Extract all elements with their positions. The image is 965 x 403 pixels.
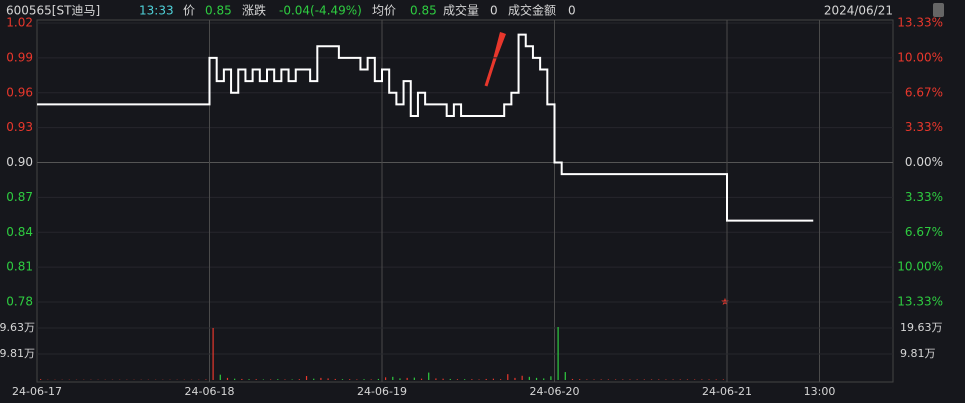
price-label: 价: [183, 4, 195, 18]
volume-tick-label-right: 9.81万: [900, 347, 936, 360]
price-line: [37, 33, 814, 222]
y2-tick-label: 3.33%: [905, 190, 943, 204]
y-tick-label: 0.90: [6, 155, 33, 169]
y-tick-label: 0.81: [6, 260, 33, 274]
x-tick-label: 24-06-21: [702, 385, 752, 398]
price: 0.85: [205, 4, 232, 18]
avg-label: 均价: [372, 4, 396, 18]
y2-tick-label: 10.00%: [897, 260, 943, 274]
y2-tick-label: 6.67%: [905, 225, 943, 239]
x-tick-label: 24-06-18: [185, 385, 235, 398]
header: 600565[ST迪马] 13:33 价 0.85 涨跌 -0.04(-4.49…: [6, 3, 944, 18]
date: 2024/06/21: [824, 4, 893, 18]
y-tick-label: 1.02: [6, 16, 33, 30]
code: 600565[ST迪马]: [6, 4, 100, 18]
y2-tick-label: 13.33%: [897, 16, 943, 30]
y2-tick-label: 3.33%: [905, 120, 943, 134]
y-tick-label: 0.96: [6, 85, 33, 99]
x-tick-label: 13:00: [804, 385, 836, 398]
x-tick-label: 24-06-17: [12, 385, 62, 398]
amount: 0: [568, 4, 576, 18]
change: -0.04(-4.49%): [279, 4, 362, 18]
volume: 0: [490, 4, 498, 18]
y-tick-label: 0.84: [6, 225, 33, 239]
volume-tick-label: 19.63万: [0, 321, 35, 334]
time: 13:33: [139, 4, 174, 18]
volume-label: 成交量: [443, 3, 479, 18]
volume-tick-label-right: 19.63万: [900, 321, 943, 334]
plot-border: [36, 19, 894, 383]
y-tick-label: 0.78: [6, 295, 33, 309]
change-label: 涨跌: [242, 3, 266, 18]
wp-icon[interactable]: [933, 3, 944, 17]
y-tick-label: 0.93: [6, 120, 33, 134]
y2-tick-label: 6.67%: [905, 85, 943, 99]
x-tick-label: 24-06-20: [530, 385, 580, 398]
volume-tick-label: 9.81万: [0, 347, 35, 360]
y-tick-label: 0.87: [6, 190, 33, 204]
x-tick-label: 24-06-19: [357, 385, 407, 398]
y2-tick-label: 10.00%: [897, 50, 943, 64]
y-tick-label: 0.99: [6, 50, 33, 64]
avg: 0.85: [410, 4, 437, 18]
amount-label: 成交金额: [508, 3, 556, 18]
y2-tick-label: 0.00%: [905, 155, 943, 169]
y2-tick-label: 13.33%: [897, 295, 943, 309]
arrow-shaft: [484, 32, 505, 87]
